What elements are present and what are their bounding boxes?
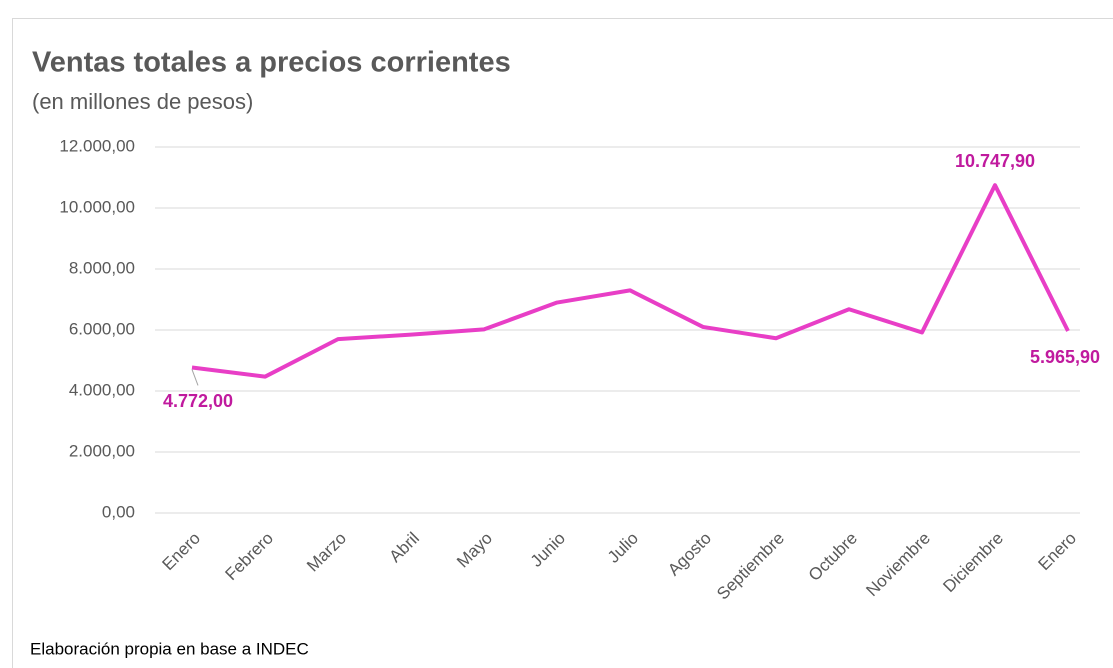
data-line <box>191 183 1070 379</box>
chart-subtitle: (en millones de pesos) <box>32 89 253 114</box>
data-label: 5.965,90 <box>1030 347 1100 367</box>
chart-title: Ventas totales a precios corrientes <box>32 47 511 79</box>
data-label: 10.747,90 <box>955 151 1035 171</box>
y-tick-label: 0,00 <box>102 502 135 521</box>
y-tick-label: 8.000,00 <box>69 258 135 277</box>
chart-frame <box>12 18 1113 668</box>
y-tick-label: 6.000,00 <box>69 319 135 338</box>
y-tick-label: 12.000,00 <box>59 136 135 155</box>
source-note: Elaboración propia en base a INDEC <box>30 639 309 658</box>
y-tick-label: 2.000,00 <box>69 441 135 460</box>
y-tick-label: 10.000,00 <box>59 197 135 216</box>
y-tick-label: 4.000,00 <box>69 380 135 399</box>
leader-line <box>191 369 199 386</box>
data-label: 4.772,00 <box>163 391 233 411</box>
